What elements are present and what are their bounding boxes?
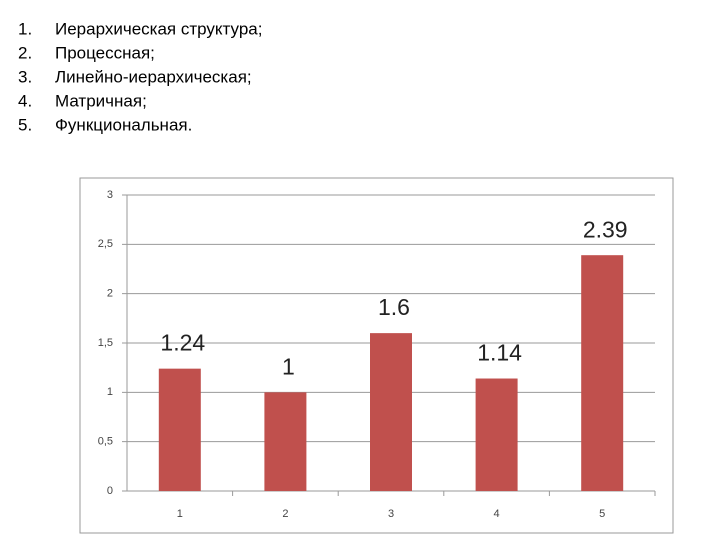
- x-tick-label: 1: [177, 508, 183, 520]
- list-number: 3.: [18, 67, 32, 86]
- list-number: 1.: [18, 19, 32, 38]
- y-tick-label: 2: [107, 288, 113, 300]
- list-item: Функциональная.: [55, 115, 192, 134]
- bar: [581, 255, 624, 491]
- y-tick-label: 1: [107, 386, 113, 398]
- y-tick-label: 2,5: [98, 238, 113, 250]
- value-label: 1.6: [378, 294, 410, 320]
- list-item: Иерархическая структура;: [55, 19, 262, 38]
- y-tick-label: 3: [107, 189, 113, 201]
- list-item: Матричная;: [55, 91, 147, 110]
- list-number: 5.: [18, 115, 32, 134]
- bar: [158, 368, 201, 491]
- y-tick-label: 0: [107, 485, 113, 497]
- x-tick-label: 2: [282, 508, 288, 520]
- list-item: Линейно-иерархическая;: [55, 67, 252, 86]
- y-tick-label: 1,5: [98, 337, 113, 349]
- bar: [475, 378, 518, 491]
- x-tick-label: 3: [388, 508, 394, 520]
- y-tick-label: 0,5: [98, 436, 113, 448]
- value-label: 1: [282, 353, 295, 379]
- bar: [370, 333, 412, 491]
- list-number: 4.: [18, 91, 32, 110]
- bar: [264, 392, 307, 491]
- value-label: 1.14: [477, 340, 522, 366]
- list-number: 2.: [18, 43, 32, 62]
- x-tick-label: 4: [494, 508, 500, 520]
- value-label: 1.24: [160, 330, 205, 356]
- list-item: Процессная;: [55, 43, 155, 62]
- x-tick-label: 5: [599, 508, 605, 520]
- value-label: 2.39: [583, 216, 628, 242]
